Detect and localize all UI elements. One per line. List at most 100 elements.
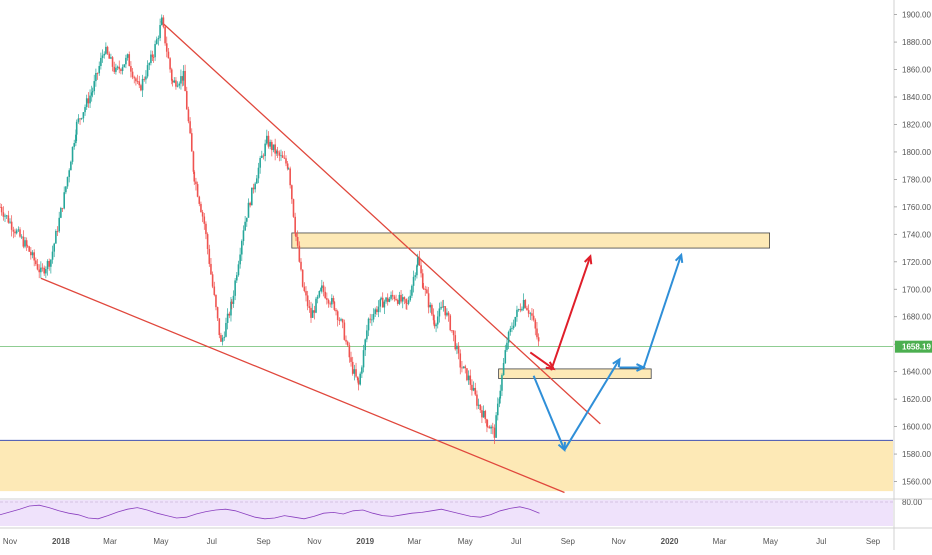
candle-body xyxy=(272,144,275,151)
candle-body xyxy=(108,53,111,59)
candle-body xyxy=(223,336,226,338)
x-tick-label: 2018 xyxy=(52,537,70,546)
candle-body xyxy=(493,427,496,438)
wedge-upper-line xyxy=(160,20,601,425)
candle-body xyxy=(476,394,478,406)
candle-body xyxy=(351,361,354,374)
candle-body xyxy=(103,53,106,56)
candle-body xyxy=(230,301,232,316)
candle-body xyxy=(433,320,436,327)
candle-body xyxy=(0,206,3,213)
candle-body xyxy=(356,376,359,381)
candle-body xyxy=(15,230,18,234)
candle-body xyxy=(481,410,483,418)
candle-body xyxy=(152,57,155,58)
candle-body xyxy=(451,330,453,332)
candle-body xyxy=(230,301,233,304)
candle-body xyxy=(68,170,71,177)
candle-body xyxy=(449,315,452,331)
candle-body xyxy=(380,297,382,300)
candle-body xyxy=(60,208,62,218)
candle-body xyxy=(143,78,146,80)
candle-body xyxy=(178,83,181,86)
candles-layer xyxy=(0,14,540,444)
candle-body xyxy=(498,398,501,404)
candle-body xyxy=(205,223,207,235)
candle-body xyxy=(0,206,1,208)
candle-body xyxy=(495,415,497,438)
candle-body xyxy=(321,285,323,289)
candle-body xyxy=(369,318,372,320)
candle-body xyxy=(537,337,540,342)
candle-body xyxy=(232,295,235,304)
candle-body xyxy=(256,178,258,184)
candle-body xyxy=(228,313,231,316)
candle-body xyxy=(377,306,380,313)
candle-body xyxy=(241,241,243,255)
candle-body xyxy=(418,257,421,266)
candle-body xyxy=(185,91,188,110)
candle-body xyxy=(135,78,137,82)
candle-body xyxy=(522,299,525,309)
y-tick-label: 1860.00 xyxy=(902,66,931,75)
candle-body xyxy=(491,426,494,428)
y-tick-label: 1740.00 xyxy=(902,230,931,239)
candle-body xyxy=(50,259,52,267)
x-tick-label: Nov xyxy=(612,537,626,546)
candle-body xyxy=(341,319,344,323)
candle-body xyxy=(138,81,141,86)
candle-body xyxy=(296,236,299,246)
candle-body xyxy=(308,306,311,308)
candle-body xyxy=(90,92,93,96)
candle-body xyxy=(70,161,72,171)
x-tick-label: Nov xyxy=(3,537,17,546)
candle-body xyxy=(242,230,245,242)
candle-body xyxy=(311,310,314,318)
candle-body xyxy=(442,306,445,308)
candle-body xyxy=(30,251,32,256)
candle-body xyxy=(55,231,57,244)
candle-body xyxy=(63,192,66,209)
candle-body xyxy=(327,299,330,304)
blue-arrow-head xyxy=(612,357,621,368)
candle-body xyxy=(266,135,268,144)
candle-body xyxy=(326,298,328,300)
red-arrow xyxy=(529,351,555,370)
candle-body xyxy=(75,134,77,144)
candle-body xyxy=(393,296,396,300)
candle-body xyxy=(420,265,422,274)
candle-body xyxy=(472,387,475,391)
x-tick-label: Sep xyxy=(256,537,271,546)
candle-body xyxy=(157,38,160,40)
candle-body xyxy=(376,309,378,313)
y-tick-label: 1680.00 xyxy=(902,313,931,322)
candle-body xyxy=(529,313,532,315)
candle-body xyxy=(532,315,535,320)
rsi-pane: 80.00 xyxy=(0,498,923,526)
candle-body xyxy=(221,337,224,342)
candle-body xyxy=(534,319,537,329)
candle-body xyxy=(274,144,276,154)
candle-body xyxy=(116,66,119,68)
candle-body xyxy=(504,350,507,364)
candle-body xyxy=(267,135,270,147)
candle-body xyxy=(51,251,54,260)
candle-body xyxy=(216,307,219,319)
candle-body xyxy=(203,216,206,224)
candle-body xyxy=(128,54,131,67)
candle-body xyxy=(502,363,505,376)
candle-body xyxy=(196,184,199,197)
candle-body xyxy=(511,328,513,329)
candle-body xyxy=(9,221,11,223)
candle-body xyxy=(180,76,182,84)
candle-body xyxy=(98,65,101,74)
candle-body xyxy=(471,384,473,391)
candle-body xyxy=(257,167,260,179)
candle-body xyxy=(164,26,166,44)
candle-body xyxy=(469,375,472,385)
candle-body xyxy=(84,107,86,113)
candle-body xyxy=(429,304,432,308)
candle-body xyxy=(295,233,297,237)
